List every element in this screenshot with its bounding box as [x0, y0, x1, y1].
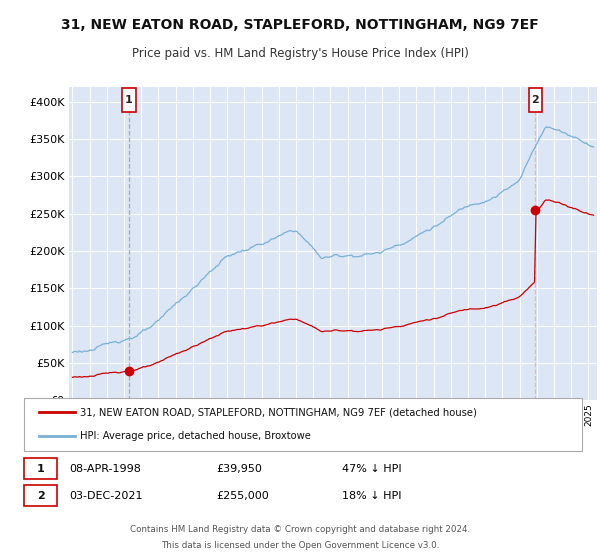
Text: 31, NEW EATON ROAD, STAPLEFORD, NOTTINGHAM, NG9 7EF (detached house): 31, NEW EATON ROAD, STAPLEFORD, NOTTINGH… [80, 408, 476, 418]
Text: 1: 1 [37, 464, 44, 474]
Text: 03-DEC-2021: 03-DEC-2021 [69, 491, 143, 501]
Text: This data is licensed under the Open Government Licence v3.0.: This data is licensed under the Open Gov… [161, 542, 439, 550]
FancyBboxPatch shape [122, 88, 136, 112]
Text: 2: 2 [37, 491, 44, 501]
Text: Price paid vs. HM Land Registry's House Price Index (HPI): Price paid vs. HM Land Registry's House … [131, 46, 469, 60]
Text: 47% ↓ HPI: 47% ↓ HPI [342, 464, 401, 474]
Text: 08-APR-1998: 08-APR-1998 [69, 464, 141, 474]
Text: 1: 1 [125, 95, 133, 105]
Text: 18% ↓ HPI: 18% ↓ HPI [342, 491, 401, 501]
Text: 31, NEW EATON ROAD, STAPLEFORD, NOTTINGHAM, NG9 7EF: 31, NEW EATON ROAD, STAPLEFORD, NOTTINGH… [61, 18, 539, 32]
Text: Contains HM Land Registry data © Crown copyright and database right 2024.: Contains HM Land Registry data © Crown c… [130, 525, 470, 534]
Text: HPI: Average price, detached house, Broxtowe: HPI: Average price, detached house, Brox… [80, 431, 311, 441]
Text: £39,950: £39,950 [216, 464, 262, 474]
Text: £255,000: £255,000 [216, 491, 269, 501]
Text: 2: 2 [532, 95, 539, 105]
FancyBboxPatch shape [529, 88, 542, 112]
